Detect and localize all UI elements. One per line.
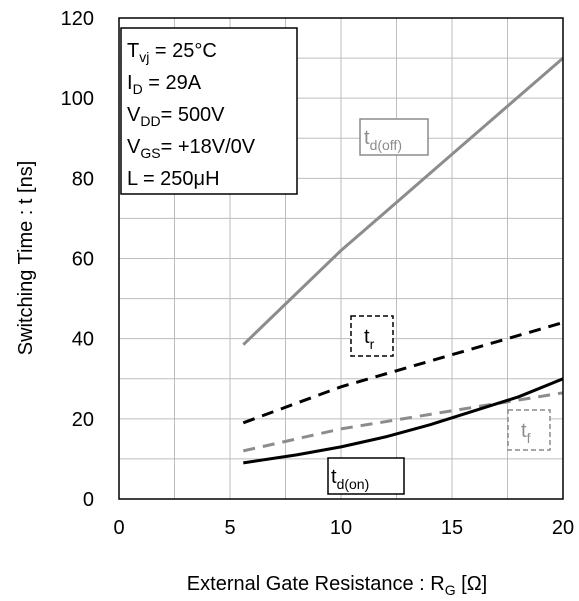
series-label-d(off): td(off) — [364, 127, 402, 153]
x-axis-label: External Gate Resistance : RG [Ω] — [187, 573, 487, 598]
series-label-r: tr — [364, 326, 375, 352]
series-lines — [242, 56, 564, 465]
series-label-d(on): td(on) — [331, 466, 369, 492]
y-tick-label: 20 — [72, 409, 94, 431]
series-label-f: tf — [521, 420, 531, 446]
y-tick-label: 0 — [83, 489, 94, 511]
condition-line: Tvj = 25°C — [127, 40, 217, 65]
series-line-d(on) — [243, 377, 564, 465]
condition-line: L = 250μH — [127, 168, 220, 190]
plot-area-border — [118, 17, 564, 500]
x-tick-label: 20 — [552, 517, 574, 539]
conditions-box-frame — [120, 27, 298, 195]
x-tick-label: 0 — [113, 517, 124, 539]
series-label-box — [327, 457, 405, 495]
condition-line: VDD= 500V — [127, 104, 225, 129]
y-axis-label: Switching Time : t [ns] — [15, 161, 37, 356]
y-tick-label: 40 — [72, 329, 94, 351]
y-tick-label: 60 — [72, 249, 94, 271]
series-label-box — [350, 315, 394, 357]
conditions-box: Tvj = 25°C ID = 29A VDD= 500V VGS= +18V/0V L… — [120, 27, 298, 195]
y-tick-label: 80 — [72, 168, 94, 190]
condition-line: VGS= +18V/0V — [127, 136, 256, 161]
series-line-d(off) — [242, 56, 564, 346]
series-label-box — [359, 118, 429, 156]
series-line-r — [242, 321, 564, 425]
series-labels: td(off) tr tf td(on) — [327, 118, 551, 495]
condition-line: ID = 29A — [127, 72, 202, 97]
x-tick-label: 5 — [224, 517, 235, 539]
x-tick-label: 15 — [441, 517, 463, 539]
tick-labels: 0 20 40 60 80 100 120 0 5 10 15 20 — [61, 8, 575, 539]
series-label-box — [507, 409, 551, 451]
y-tick-label: 120 — [61, 8, 94, 30]
y-tick-label: 100 — [61, 88, 94, 110]
x-tick-label: 10 — [330, 517, 352, 539]
